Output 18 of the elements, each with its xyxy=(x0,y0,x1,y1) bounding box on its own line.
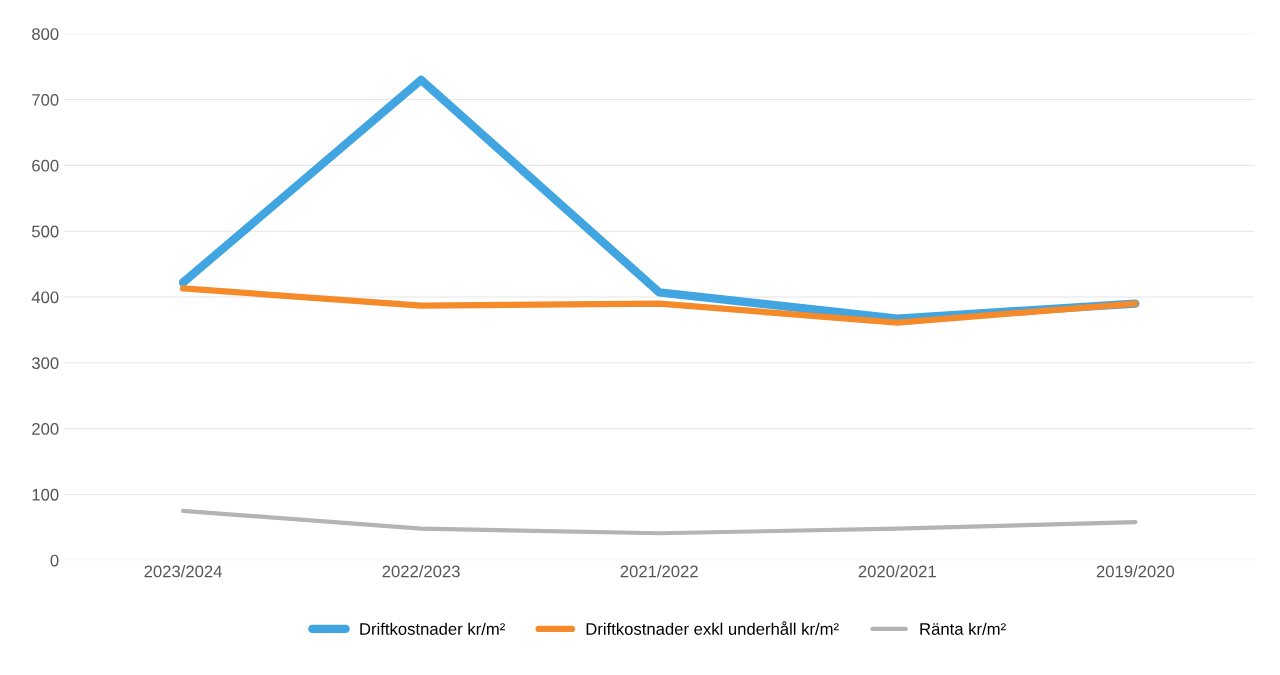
y-tick-label: 0 xyxy=(50,554,59,567)
legend-label: Driftkostnader exkl underhåll kr/m² xyxy=(586,621,839,635)
line-series xyxy=(180,508,1138,536)
y-tick-label: 800 xyxy=(32,28,59,40)
y-tick-label: 100 xyxy=(32,488,59,501)
x-tick-label: 2022/2023 xyxy=(382,565,460,578)
x-tick-label: 2021/2022 xyxy=(620,565,698,578)
x-tick-label: 2023/2024 xyxy=(144,565,222,578)
y-tick-label: 600 xyxy=(32,159,59,172)
y-tick-label: 700 xyxy=(32,93,59,106)
legend-label: Ränta kr/m² xyxy=(920,622,1006,635)
y-tick-label: 400 xyxy=(31,291,59,304)
y-tick-label: 500 xyxy=(32,225,59,238)
x-tick-label: 2019/2020 xyxy=(1096,565,1175,578)
x-tick-label: 2020/2021 xyxy=(858,565,936,578)
legend-label: Driftkostnader kr/m² xyxy=(360,622,505,635)
y-tick-label: 300 xyxy=(31,357,59,370)
y-tick-label: 200 xyxy=(32,423,59,435)
